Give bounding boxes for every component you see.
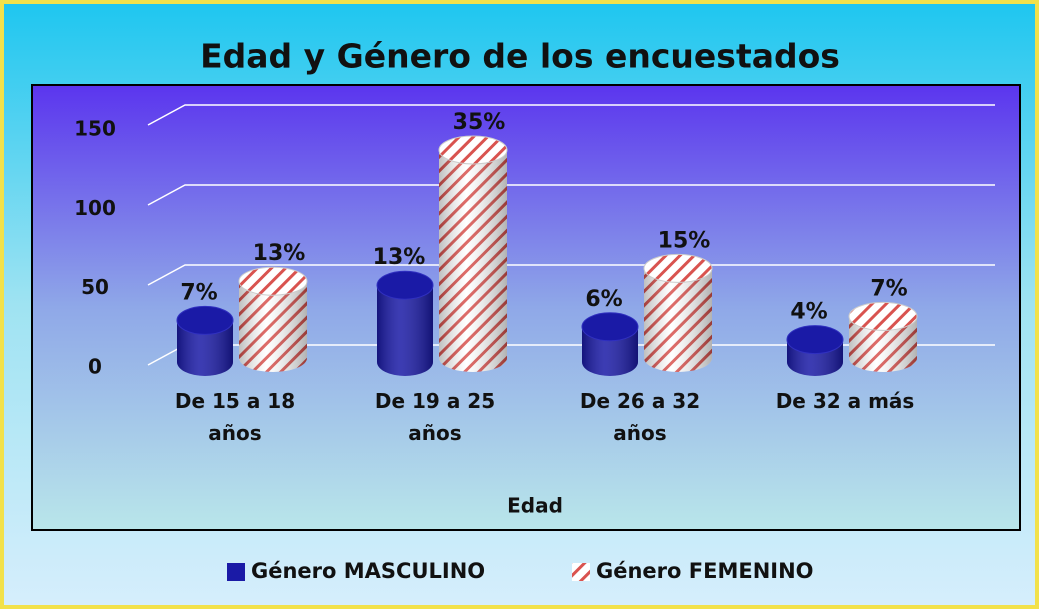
- y-tick-label: 0: [88, 355, 102, 379]
- x-tick-label-box: De 15 a 18 años: [174, 389, 296, 445]
- data-label: 7%: [180, 280, 217, 305]
- data-label: 15%: [658, 228, 711, 253]
- bar-top: [176, 305, 234, 335]
- y-tick-label: 50: [81, 275, 109, 299]
- bar: [848, 301, 918, 372]
- bar-shade: [849, 316, 917, 372]
- y-tick-label: 100: [74, 196, 116, 220]
- bar-top: [643, 253, 713, 283]
- legend-swatch: [227, 563, 245, 581]
- bar: [786, 325, 844, 376]
- data-label: 13%: [253, 241, 306, 266]
- bar: [643, 253, 713, 372]
- grid-line: [147, 184, 995, 206]
- bar-top: [848, 301, 918, 331]
- legend-label: Género FEMENINO: [596, 559, 814, 583]
- bar-shade: [239, 281, 307, 372]
- grid-line: [147, 264, 995, 286]
- bar-top: [376, 270, 434, 300]
- x-tick-label-box: De 19 a 25 años: [374, 389, 496, 445]
- data-label: 13%: [373, 245, 426, 270]
- data-label: 35%: [453, 110, 506, 135]
- bar-shade: [377, 285, 433, 376]
- data-label: 4%: [790, 300, 827, 325]
- bar-shade: [439, 150, 507, 372]
- bar-top: [581, 312, 639, 342]
- bar-shade: [177, 320, 233, 376]
- x-axis-label: Edad: [507, 494, 563, 518]
- grid-line: [147, 104, 995, 126]
- bar-top: [786, 325, 844, 355]
- x-tick-label-box: De 32 a más: [775, 389, 915, 413]
- x-tick-label-box: De 26 a 32 años: [579, 389, 701, 445]
- bar: [376, 270, 434, 376]
- x-tick-label: De 26 a 32 años: [579, 389, 701, 445]
- x-tick-label: De 15 a 18 años: [174, 389, 296, 445]
- bar: [581, 312, 639, 376]
- x-tick-label: De 32 a más: [775, 389, 915, 413]
- chart-title: Edad y Género de los encuestados: [200, 37, 840, 76]
- bar-top: [238, 266, 308, 296]
- bar: [438, 135, 508, 372]
- bar: [176, 305, 234, 376]
- legend-label: Género MASCULINO: [251, 559, 485, 583]
- bar-shade: [644, 268, 712, 372]
- x-tick-label: De 19 a 25 años: [374, 389, 496, 445]
- legend-swatch: [572, 563, 590, 581]
- data-label: 6%: [585, 287, 622, 312]
- data-label: 7%: [870, 276, 907, 301]
- bar: [238, 266, 308, 372]
- bar-top: [438, 135, 508, 165]
- y-tick-label: 150: [74, 117, 116, 141]
